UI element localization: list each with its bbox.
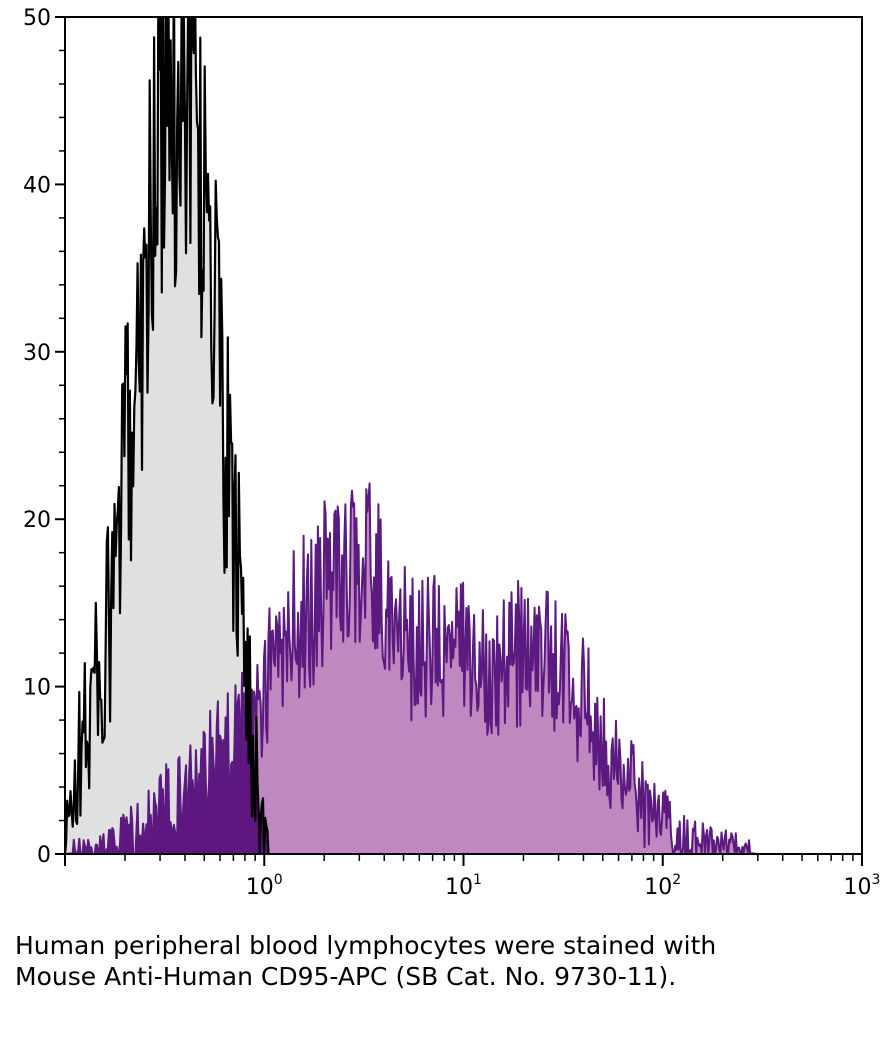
- isotype-histogram-fill: [65, 17, 269, 854]
- y-tick-label: 20: [23, 508, 51, 533]
- x-tick-label: 102: [644, 872, 681, 900]
- stained-histogram-line: [65, 482, 758, 854]
- y-tick-label: 50: [23, 6, 51, 31]
- x-tick-label: 103: [844, 872, 881, 900]
- x-tick-label: 100: [246, 872, 283, 900]
- y-axis: 0 10 20 30 40 50: [23, 6, 65, 868]
- y-tick-label: 10: [23, 676, 51, 701]
- histogram-overlap-fill: [65, 483, 269, 854]
- histogram-chart: 0 10 20 30 40 50 100 101 102 103: [23, 6, 881, 900]
- isotype-histogram-line: [65, 17, 270, 854]
- y-tick-label: 30: [23, 341, 51, 366]
- figure-caption: Human peripheral blood lymphocytes were …: [15, 931, 717, 991]
- y-tick-label: 40: [23, 173, 51, 198]
- y-tick-label: 0: [37, 843, 51, 868]
- x-tick-label: 101: [445, 872, 482, 900]
- x-axis: 100 101 102 103: [64, 854, 881, 900]
